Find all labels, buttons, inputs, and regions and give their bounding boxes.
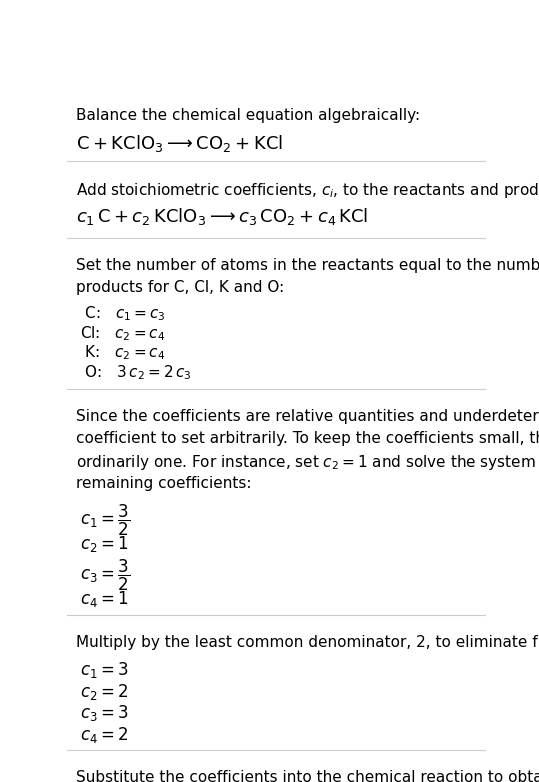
Text: $c_1 = 3$: $c_1 = 3$ [80, 660, 129, 680]
Text: Set the number of atoms in the reactants equal to the number of atoms in the: Set the number of atoms in the reactants… [75, 257, 539, 273]
Text: C:   $c_1 = c_3$: C: $c_1 = c_3$ [80, 304, 165, 323]
Text: Substitute the coefficients into the chemical reaction to obtain the balanced: Substitute the coefficients into the che… [75, 770, 539, 782]
Text: $c_2 = 2$: $c_2 = 2$ [80, 682, 128, 701]
Text: K:   $c_2 = c_4$: K: $c_2 = c_4$ [80, 344, 165, 362]
Text: $\mathrm{C + KClO_3 \longrightarrow CO_2 + KCl}$: $\mathrm{C + KClO_3 \longrightarrow CO_2… [75, 133, 283, 154]
Text: Multiply by the least common denominator, 2, to eliminate fractional coefficient: Multiply by the least common denominator… [75, 634, 539, 650]
Text: $c_3 = 3$: $c_3 = 3$ [80, 703, 129, 723]
Text: $c_1\,\mathrm{C} + c_2\,\mathrm{KClO_3} \longrightarrow c_3\,\mathrm{CO_2} + c_4: $c_1\,\mathrm{C} + c_2\,\mathrm{KClO_3} … [75, 206, 368, 228]
Text: O:   $3\,c_2 = 2\,c_3$: O: $3\,c_2 = 2\,c_3$ [80, 364, 191, 382]
Text: remaining coefficients:: remaining coefficients: [75, 475, 251, 490]
Text: $c_3 = \dfrac{3}{2}$: $c_3 = \dfrac{3}{2}$ [80, 558, 130, 594]
Text: Since the coefficients are relative quantities and underdetermined, choose a: Since the coefficients are relative quan… [75, 409, 539, 424]
Text: ordinarily one. For instance, set $c_2 = 1$ and solve the system of equations fo: ordinarily one. For instance, set $c_2 =… [75, 454, 539, 472]
Text: $c_2 = 1$: $c_2 = 1$ [80, 534, 128, 554]
Text: Add stoichiometric coefficients, $c_i$, to the reactants and products:: Add stoichiometric coefficients, $c_i$, … [75, 181, 539, 200]
Text: $c_4 = 1$: $c_4 = 1$ [80, 590, 128, 609]
Text: products for C, Cl, K and O:: products for C, Cl, K and O: [75, 280, 284, 295]
Text: Balance the chemical equation algebraically:: Balance the chemical equation algebraica… [75, 108, 420, 123]
Text: coefficient to set arbitrarily. To keep the coefficients small, the arbitrary va: coefficient to set arbitrarily. To keep … [75, 431, 539, 446]
Text: $c_1 = \dfrac{3}{2}$: $c_1 = \dfrac{3}{2}$ [80, 503, 130, 538]
Text: Cl:   $c_2 = c_4$: Cl: $c_2 = c_4$ [80, 324, 165, 343]
Text: $c_4 = 2$: $c_4 = 2$ [80, 725, 128, 745]
